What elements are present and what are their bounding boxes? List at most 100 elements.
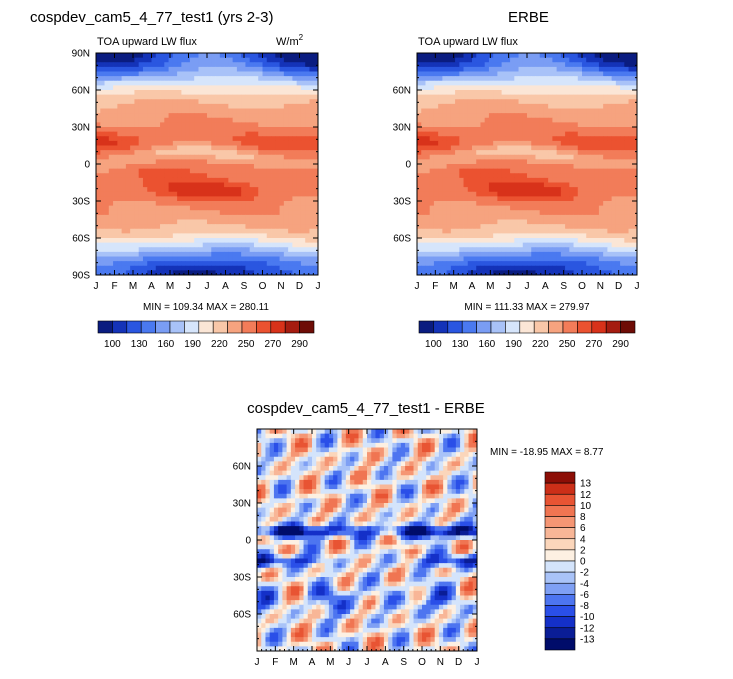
heatmap-cell	[421, 66, 426, 72]
heatmap-cell	[305, 80, 310, 86]
heatmap-cell	[455, 150, 460, 156]
heatmap-cell	[539, 201, 545, 207]
heatmap-cell	[138, 71, 144, 77]
heatmap-cell	[142, 90, 148, 96]
heatmap-cell	[300, 201, 306, 207]
heatmap-cell	[433, 224, 439, 230]
heatmap-cell	[309, 140, 315, 146]
heatmap-cell	[607, 182, 613, 188]
heatmap-cell	[565, 247, 570, 253]
heatmap-cell	[160, 173, 165, 179]
heatmap-cell	[142, 66, 148, 72]
heatmap-cell	[168, 265, 174, 271]
heatmap-cell	[108, 187, 114, 193]
heatmap-cell	[565, 53, 570, 59]
heatmap-cell	[433, 191, 439, 197]
heatmap-cell	[463, 94, 469, 100]
heatmap-cell	[603, 71, 608, 77]
heatmap-cell	[185, 80, 191, 86]
heatmap-cell	[155, 187, 161, 193]
heatmap-cell	[305, 201, 310, 207]
heatmap-cell	[215, 233, 221, 239]
heatmap-cell	[438, 214, 443, 220]
heatmap-cell	[429, 94, 435, 100]
heatmap-cell	[249, 94, 255, 100]
heatmap-cell	[480, 80, 486, 86]
heatmap-cell	[198, 94, 204, 100]
heatmap-cell	[510, 53, 515, 59]
heatmap-cell	[522, 261, 528, 267]
heatmap-cell	[219, 261, 225, 267]
heatmap-cell	[522, 191, 528, 197]
heatmap-cell	[615, 177, 621, 183]
heatmap-cell	[245, 196, 251, 202]
heatmap-cell	[632, 136, 638, 142]
heatmap-cell	[125, 159, 131, 165]
heatmap-cell	[241, 251, 246, 257]
heatmap-cell	[253, 210, 259, 216]
heatmap-cell	[518, 136, 524, 142]
heatmap-cell	[207, 103, 212, 109]
heatmap-cell	[288, 233, 293, 239]
heatmap-cell	[249, 140, 255, 146]
heatmap-cell	[455, 66, 460, 72]
heatmap-cell	[117, 270, 123, 276]
heatmap-cell	[245, 270, 251, 276]
heatmap-cell	[433, 187, 439, 193]
heatmap-cell	[582, 122, 587, 128]
heatmap-cell	[262, 113, 268, 119]
heatmap-cell	[215, 168, 221, 174]
heatmap-cell	[241, 224, 246, 230]
heatmap-cell	[232, 99, 238, 105]
heatmap-cell	[160, 90, 165, 96]
heatmap-cell	[181, 127, 187, 133]
heatmap-cell	[279, 196, 285, 202]
heatmap-cell	[258, 57, 263, 63]
heatmap-cell	[283, 270, 289, 276]
heatmap-cell	[258, 136, 263, 142]
heatmap-cell	[185, 71, 191, 77]
heatmap-cell	[130, 210, 135, 216]
heatmap-cell	[480, 99, 486, 105]
heatmap-cell	[531, 127, 536, 133]
heatmap-cell	[279, 261, 285, 267]
heatmap-cell	[421, 214, 426, 220]
heatmap-cell	[433, 127, 439, 133]
heatmap-cell	[505, 251, 511, 257]
heatmap-cell	[628, 99, 634, 105]
heatmap-cell	[117, 247, 123, 253]
heatmap-cell	[189, 150, 195, 156]
heatmap-cell	[446, 238, 452, 244]
heatmap-cell	[480, 205, 486, 211]
heatmap-cell	[560, 210, 566, 216]
heatmap-cell	[177, 90, 182, 96]
heatmap-cell	[202, 265, 208, 271]
heatmap-cell	[96, 159, 101, 165]
heatmap-cell	[628, 228, 634, 234]
heatmap-cell	[611, 233, 617, 239]
heatmap-cell	[296, 62, 302, 68]
heatmap-cell	[275, 247, 280, 253]
heatmap-cell	[125, 182, 131, 188]
heatmap-cell	[535, 159, 541, 165]
heatmap-cell	[569, 57, 574, 63]
heatmap-cell	[565, 136, 570, 142]
heatmap-cell	[134, 247, 140, 253]
heatmap-cell	[134, 94, 140, 100]
heatmap-cell	[96, 99, 101, 105]
heatmap-cell	[253, 228, 259, 234]
heatmap-cell	[624, 136, 629, 142]
heatmap-cell	[288, 127, 293, 133]
heatmap-cell	[177, 247, 182, 253]
heatmap-cell	[185, 173, 191, 179]
heatmap-cell	[425, 103, 431, 109]
heatmap-cell	[569, 136, 574, 142]
heatmap-cell	[245, 99, 251, 105]
heatmap-cell	[283, 182, 289, 188]
heatmap-cell	[590, 219, 596, 225]
heatmap-cell	[100, 154, 105, 160]
heatmap-cell	[258, 80, 263, 86]
heatmap-cell	[313, 85, 319, 91]
heatmap-cell	[594, 85, 600, 91]
heatmap-cell	[194, 145, 199, 151]
